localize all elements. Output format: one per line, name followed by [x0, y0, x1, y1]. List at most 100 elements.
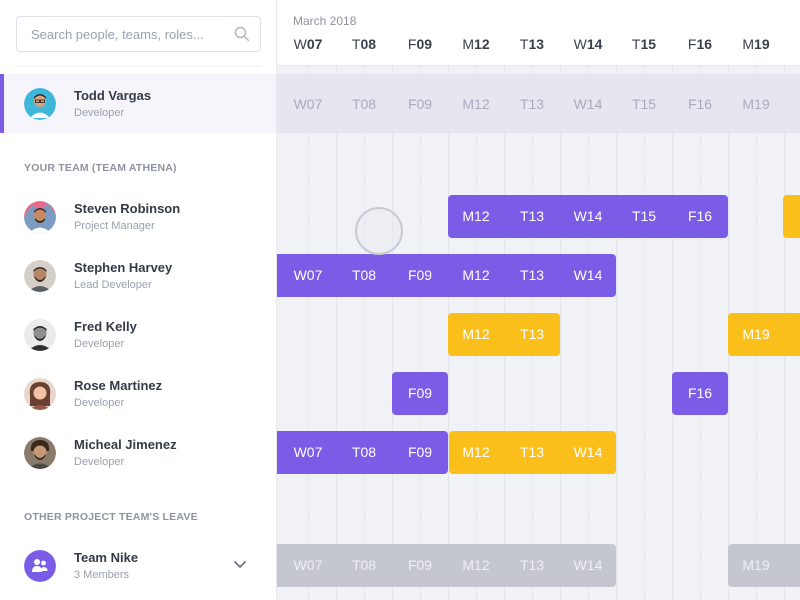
current-user-row[interactable]: Todd Vargas Developer	[0, 74, 276, 133]
person-role: Developer	[74, 107, 125, 119]
leave-day: T13	[519, 444, 545, 460]
grid-line	[644, 66, 645, 600]
leave-day: T13	[519, 208, 545, 224]
day-cell[interactable]: F16	[687, 96, 713, 112]
day-header[interactable]: W14	[573, 36, 603, 52]
day-header[interactable]: F09	[407, 36, 433, 52]
leave-day: M12	[462, 267, 490, 283]
grid-line	[308, 66, 309, 600]
leave-day: W07	[293, 267, 323, 283]
leave-day: F09	[407, 267, 433, 283]
chevron-down-icon[interactable]	[233, 560, 247, 570]
person-role: Project Manager	[74, 220, 155, 232]
leave-bar[interactable]: W07 T08 F09 M12 T13 W14	[277, 254, 616, 297]
leave-day: T08	[351, 444, 377, 460]
team-members-count: 3 Members	[74, 569, 130, 581]
leave-day: T13	[519, 267, 545, 283]
leave-day: T08	[351, 267, 377, 283]
leave-day: W14	[573, 267, 603, 283]
month-label: March 2018	[293, 14, 357, 28]
grid-line	[392, 66, 393, 600]
leave-day: T13	[519, 557, 545, 573]
person-name: Todd Vargas	[74, 88, 152, 103]
leave-bar[interactable]: F16	[672, 372, 728, 415]
avatar	[24, 201, 56, 233]
day-cell[interactable]: W14	[573, 96, 603, 112]
day-cell[interactable]: T13	[519, 96, 545, 112]
team-icon	[24, 550, 56, 582]
current-user-calendar-row	[277, 74, 800, 133]
leave-bar[interactable]	[783, 195, 800, 238]
grid-line	[364, 66, 365, 600]
day-cell[interactable]: W07	[293, 96, 323, 112]
person-role: Developer	[74, 397, 125, 409]
person-name: Micheal Jimenez	[74, 437, 177, 452]
avatar	[24, 437, 56, 469]
grid-line	[336, 66, 337, 600]
day-cell[interactable]: M19	[742, 96, 770, 112]
grid-line	[700, 66, 701, 600]
leave-day: F09	[407, 385, 433, 401]
leave-bar[interactable]: W07 T08 F09 M12 T13 W14	[277, 544, 616, 587]
team-name: Team Nike	[74, 550, 139, 565]
day-header[interactable]: W07	[293, 36, 323, 52]
leave-bar[interactable]: F09	[392, 372, 448, 415]
avatar	[24, 319, 56, 351]
grid-line	[672, 66, 673, 600]
leave-day: T13	[519, 326, 545, 342]
selection-indicator	[0, 74, 4, 133]
avatar	[24, 88, 56, 120]
leave-day: M19	[742, 326, 770, 342]
leave-bar[interactable]: M19	[728, 544, 800, 587]
calendar: March 2018 W07 T08 F09 M12 T13 W14 T15 F…	[277, 0, 800, 600]
grid-line	[588, 66, 589, 600]
day-header[interactable]: M19	[742, 36, 770, 52]
avatar	[24, 378, 56, 410]
leave-bar[interactable]: M12 T13	[448, 313, 560, 356]
divider	[16, 66, 261, 67]
grid-line	[420, 66, 421, 600]
calendar-header: March 2018 W07 T08 F09 M12 T13 W14 T15 F…	[277, 0, 800, 66]
day-header[interactable]: T13	[519, 36, 545, 52]
leave-bar[interactable]: M12 T13 W14	[449, 431, 616, 474]
grid-line	[616, 66, 617, 600]
avatar	[24, 260, 56, 292]
day-cell[interactable]: F09	[407, 96, 433, 112]
leave-bar[interactable]: M19	[728, 313, 800, 356]
search-icon[interactable]	[234, 26, 250, 42]
search-input[interactable]	[17, 17, 260, 51]
day-cell[interactable]: T15	[631, 96, 657, 112]
day-header[interactable]: T15	[631, 36, 657, 52]
leave-day: F16	[687, 385, 713, 401]
leave-day: M12	[462, 208, 490, 224]
day-cell[interactable]: T08	[351, 96, 377, 112]
leave-day: T15	[631, 208, 657, 224]
day-cell[interactable]: M12	[462, 96, 490, 112]
person-name: Fred Kelly	[74, 319, 137, 334]
day-header[interactable]: F16	[687, 36, 713, 52]
other-section-label: OTHER PROJECT TEAM'S LEAVE	[24, 511, 198, 523]
person-role: Lead Developer	[74, 279, 152, 291]
leave-day: W14	[573, 444, 603, 460]
leave-bar[interactable]: M12 T13 W14 T15 F16	[448, 195, 728, 238]
leave-bar[interactable]: W07 T08 F09	[277, 431, 448, 474]
person-name: Stephen Harvey	[74, 260, 173, 275]
person-name: Steven Robinson	[74, 201, 181, 216]
person-role: Developer	[74, 338, 125, 350]
leave-day: F09	[407, 557, 433, 573]
leave-day: T08	[351, 557, 377, 573]
day-header[interactable]: T08	[351, 36, 377, 52]
person-name: Rose Martinez	[74, 378, 163, 393]
leave-day: M12	[462, 557, 490, 573]
leave-day: M12	[462, 444, 490, 460]
grid-line	[560, 66, 561, 600]
sidebar: Todd Vargas Developer YOUR TEAM (TEAM AT…	[0, 0, 277, 600]
day-header[interactable]: M12	[462, 36, 490, 52]
leave-day: M19	[742, 557, 770, 573]
person-role: Developer	[74, 456, 125, 468]
cursor-indicator	[355, 207, 403, 255]
leave-day: W07	[293, 444, 323, 460]
leave-day: F09	[407, 444, 433, 460]
leave-day: M12	[462, 326, 490, 342]
search-box[interactable]	[16, 16, 261, 52]
